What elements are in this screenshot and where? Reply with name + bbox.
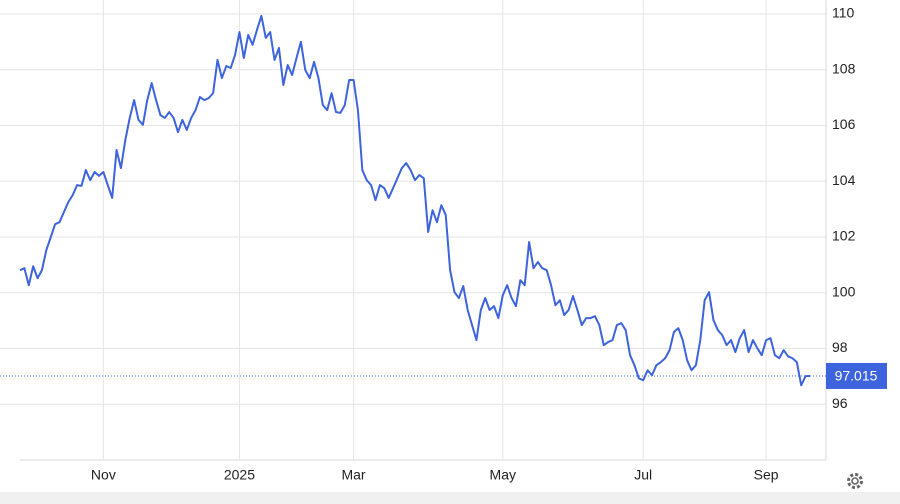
last-value-label: 97.015 <box>835 368 878 384</box>
settings-icon[interactable] <box>847 473 863 489</box>
y-tick-label: 110 <box>832 5 855 21</box>
x-tick-label: Sep <box>754 467 779 483</box>
x-tick-label: Mar <box>341 467 365 483</box>
x-tick-label: Jul <box>634 467 652 483</box>
x-tick-label: 2025 <box>224 467 255 483</box>
y-tick-label: 108 <box>832 60 856 76</box>
y-tick-label: 106 <box>832 116 856 132</box>
y-tick-label: 98 <box>832 339 848 355</box>
last-value-box <box>826 362 887 389</box>
x-tick-label: Nov <box>91 467 116 483</box>
x-tick-label: May <box>490 467 516 483</box>
y-tick-label: 96 <box>832 395 848 411</box>
y-tick-label: 102 <box>832 228 856 244</box>
price-line <box>19 14 811 387</box>
y-tick-label: 104 <box>832 172 856 188</box>
footer-bar <box>0 492 900 504</box>
y-tick-label: 100 <box>832 283 856 299</box>
